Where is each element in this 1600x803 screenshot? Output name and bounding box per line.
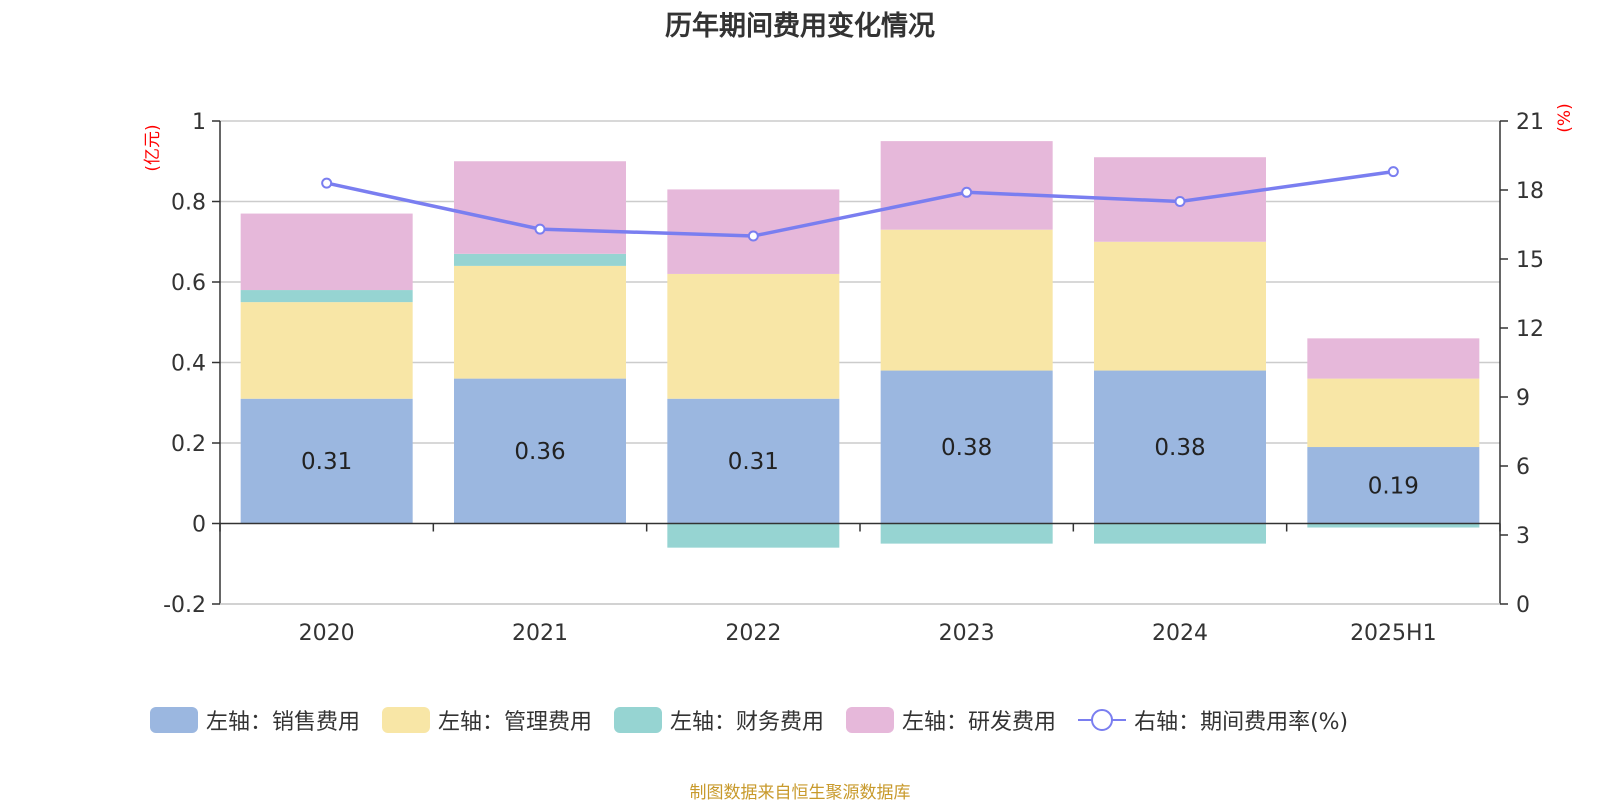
bar-admin [240, 302, 413, 399]
bar-finance [1307, 523, 1480, 528]
rate-point [1387, 166, 1399, 178]
rate-point [321, 177, 333, 189]
bar-finance [454, 253, 626, 266]
data-label-sales: 0.31 [728, 449, 779, 475]
bar-sales [1307, 447, 1480, 524]
rate-point [747, 230, 759, 242]
bar-finance [240, 290, 413, 303]
y-left-tick-label: 1 [192, 110, 206, 135]
y-right-unit-label: (%) [1555, 103, 1575, 132]
data-label-sales: 0.19 [1368, 473, 1419, 499]
bar-admin [880, 229, 1053, 371]
y-right-tick-label: 0 [1516, 593, 1530, 618]
bar-admin [454, 265, 626, 379]
x-tick-label: 2023 [939, 621, 995, 646]
bar-sales [454, 378, 626, 524]
rate-point [961, 186, 973, 198]
y-left-tick-label: 0.6 [171, 271, 206, 296]
y-right-tick-label: 9 [1516, 386, 1530, 411]
data-label-sales: 0.31 [301, 449, 352, 475]
legend-item-finance[interactable]: 左轴：财务费用 [614, 704, 824, 736]
legend-swatch-finance [614, 707, 663, 733]
bar-finance [1094, 523, 1266, 544]
legend-label: 左轴：销售费用 [206, 710, 361, 735]
y-left-tick-label: -0.2 [163, 593, 206, 618]
rate-point [534, 223, 546, 235]
y-left-tick-label: 0.2 [171, 432, 206, 457]
legend-swatch-rd [846, 707, 895, 733]
x-tick-label: 2021 [512, 621, 568, 646]
y-left-tick-label: 0.8 [171, 191, 206, 216]
legend-item-admin[interactable]: 左轴：管理费用 [382, 704, 592, 736]
chart-title: 历年期间费用变化情况 [665, 11, 935, 42]
bar-admin [1307, 378, 1480, 448]
bar-admin [1094, 241, 1266, 371]
data-label-sales: 0.38 [941, 435, 992, 461]
y-left-unit-label: (亿元) [143, 124, 163, 171]
y-right-tick-label: 6 [1516, 455, 1530, 480]
legend-label: 左轴：财务费用 [670, 710, 825, 735]
x-tick-label: 2024 [1152, 621, 1208, 646]
data-label-sales: 0.36 [514, 439, 565, 465]
bar-rd [880, 141, 1053, 230]
y-right-tick-label: 18 [1516, 179, 1544, 204]
x-tick-label: 2020 [299, 621, 355, 646]
bar-finance [880, 523, 1053, 544]
legend-label: 左轴：研发费用 [902, 710, 1057, 735]
bar-sales [240, 398, 413, 524]
legend-label: 右轴：期间费用率(%) [1134, 710, 1349, 735]
legend-swatch-admin [382, 707, 431, 733]
rate-point [1174, 196, 1186, 207]
bar-sales [880, 370, 1053, 524]
bar-admin [667, 273, 840, 399]
legend-swatch-rate [1078, 709, 1127, 731]
x-tick-label: 2022 [725, 621, 781, 646]
source-note: 制图数据来自恒生聚源数据库 [689, 783, 911, 803]
bar-sales [1094, 370, 1266, 524]
legend: 左轴：销售费用 左轴：管理费用 左轴：财务费用 左轴：研发费用 右轴：期间费用率(%) [150, 700, 1450, 740]
legend-label: 左轴：管理费用 [438, 710, 593, 735]
bar-finance [667, 523, 840, 548]
legend-item-rd[interactable]: 左轴：研发费用 [846, 704, 1056, 736]
y-right-tick-label: 15 [1516, 248, 1544, 273]
bar-rd [454, 161, 626, 254]
legend-item-sales[interactable]: 左轴：销售费用 [150, 704, 360, 736]
legend-swatch-sales [150, 707, 198, 733]
y-right-tick-label: 21 [1516, 110, 1544, 135]
y-right-tick-label: 12 [1516, 317, 1544, 342]
bar-sales [667, 398, 840, 524]
y-left-tick-label: 0 [192, 513, 206, 538]
bar-rd [1307, 338, 1480, 379]
bar-rd [240, 213, 413, 291]
data-label-sales: 0.38 [1154, 435, 1205, 461]
x-tick-label: 2025H1 [1350, 621, 1437, 646]
legend-item-rate[interactable]: 右轴：期间费用率(%) [1078, 704, 1348, 736]
y-left-tick-label: 0.4 [171, 352, 206, 377]
rate-line [326, 169, 1394, 238]
y-right-tick-label: 3 [1516, 524, 1530, 549]
